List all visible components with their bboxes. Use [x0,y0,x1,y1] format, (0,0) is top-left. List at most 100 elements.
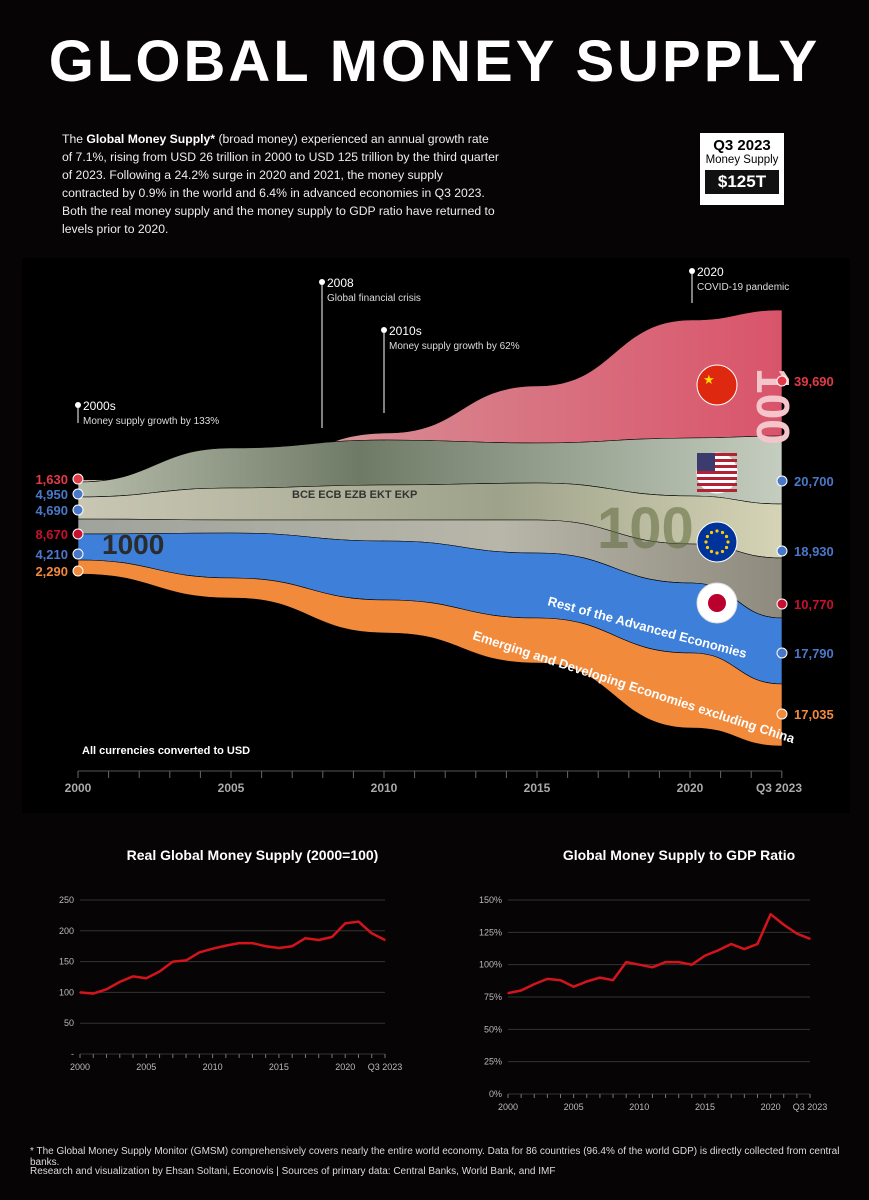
data-point [211,947,214,950]
data-point [704,954,706,957]
annotation-year-1: 2008 [327,276,354,290]
data-point [132,975,134,978]
x-tick-label: 2005 [136,1062,156,1072]
eu-flag-star [715,529,719,533]
data-point [782,923,785,926]
end-marker-5 [776,708,788,720]
y-tick-label: 150 [59,957,74,967]
intro-text: The Global Money Supply* (broad money) e… [62,130,502,238]
us-flag-stripe [697,459,737,462]
main-area-chart: 100 1000 100 BCE ECB EZB EKT EKP ★ 1,630 39,6… [35,265,834,795]
us-flag-canton [697,453,715,471]
end-label-2: 18,930 [794,544,834,559]
x-tick-label: 2000 [498,1102,518,1112]
currency-note: All currencies converted to USD [82,745,250,757]
x-tick-label: 2010 [203,1062,223,1072]
x-tick-label: 2020 [335,1062,355,1072]
y-tick-label: 50% [484,1024,502,1034]
data-point [651,966,654,969]
annotation-text-3: COVID-19 pandemic [697,282,789,293]
data-point [158,970,161,973]
us-flag-stripe [697,489,737,492]
y-tick-label: 0% [489,1089,502,1099]
data-point [796,932,798,935]
end-label-5: 17,035 [794,707,834,722]
eu-flag-star [724,545,729,550]
start-label-4: 4,210 [35,547,68,562]
data-point [520,989,522,992]
credits: Research and visualization by Ehsan Solt… [30,1166,556,1177]
x-tick-label: Q3 2023 [793,1102,828,1112]
money-gdp-ratio-chart: Global Money Supply to GDP Ratio 0% 25% 50%… [479,847,828,1112]
x-tick-label: 2015 [269,1062,289,1072]
us-flag [696,452,738,494]
data-point [357,920,360,923]
data-point [533,983,536,985]
us-flag-stripe [697,465,737,468]
end-marker-0 [776,375,788,387]
eu-flag-star [709,530,714,535]
start-marker-2 [72,504,84,516]
x-tick-label: 2020 [677,781,704,795]
annotation-text-0: Money supply growth by 133% [83,416,219,427]
us-flag-stripe [697,483,737,486]
y-tick-label: 50 [64,1018,74,1028]
intro-prefix: The [62,132,87,146]
data-point [756,943,759,945]
japan-flag-disc [708,594,726,612]
data-line [79,920,386,995]
data-point [809,938,811,940]
y-tick-label: 100% [479,960,502,970]
data-point [172,960,174,963]
data-point [105,988,108,991]
data-point [145,977,148,980]
end-marker-2 [776,545,788,557]
data-point [370,932,373,935]
start-marker-0 [72,473,84,485]
eu-flag-star [724,534,729,539]
eu-flag-star [720,549,725,554]
x-tick-label: 2020 [761,1102,781,1112]
data-point [572,985,575,988]
china-flag [696,364,738,406]
data-point [625,961,627,963]
us-flag-stripe [697,471,737,474]
badge-quarter: Q3 2023 [713,137,771,154]
start-marker-3 [72,528,84,540]
chart-title: Real Global Money Supply (2000=100) [127,847,379,863]
data-point [331,936,333,938]
y-tick-label: 125% [479,927,502,937]
data-point [384,939,386,941]
us-flag-stripe [697,453,737,456]
data-point [769,913,772,916]
data-point [691,963,693,966]
end-label-0: 39,690 [794,374,834,389]
annotation-year-3: 2020 [697,265,724,279]
start-marker-4 [72,548,84,560]
eu-flag-star [705,534,710,539]
page-title: GLOBAL MONEY SUPPLY [48,29,821,94]
end-marker-3 [776,598,788,610]
data-point [664,961,667,963]
start-marker-1 [72,488,84,500]
data-point [677,961,680,963]
y-tick-label: 75% [484,992,502,1002]
intro-bold: Global Money Supply* [86,132,216,146]
badge-label: Money Supply [705,154,779,166]
data-point [92,992,95,995]
x-tick-label: 2010 [629,1102,649,1112]
eu-flag-star [705,545,710,550]
end-marker-1 [776,475,788,487]
annotation-year-2: 2010s [389,324,422,338]
y-tick-label: 150% [479,895,502,905]
start-label-5: 2,290 [35,564,68,579]
data-point [291,945,293,947]
y-tick-label: 25% [484,1057,502,1067]
data-point [344,922,347,925]
data-point [507,992,509,994]
eu-flag-star [720,530,725,535]
chart-title: Global Money Supply to GDP Ratio [563,847,795,863]
eu-flag-star [726,540,730,544]
data-point [559,979,562,981]
data-point [743,948,746,950]
